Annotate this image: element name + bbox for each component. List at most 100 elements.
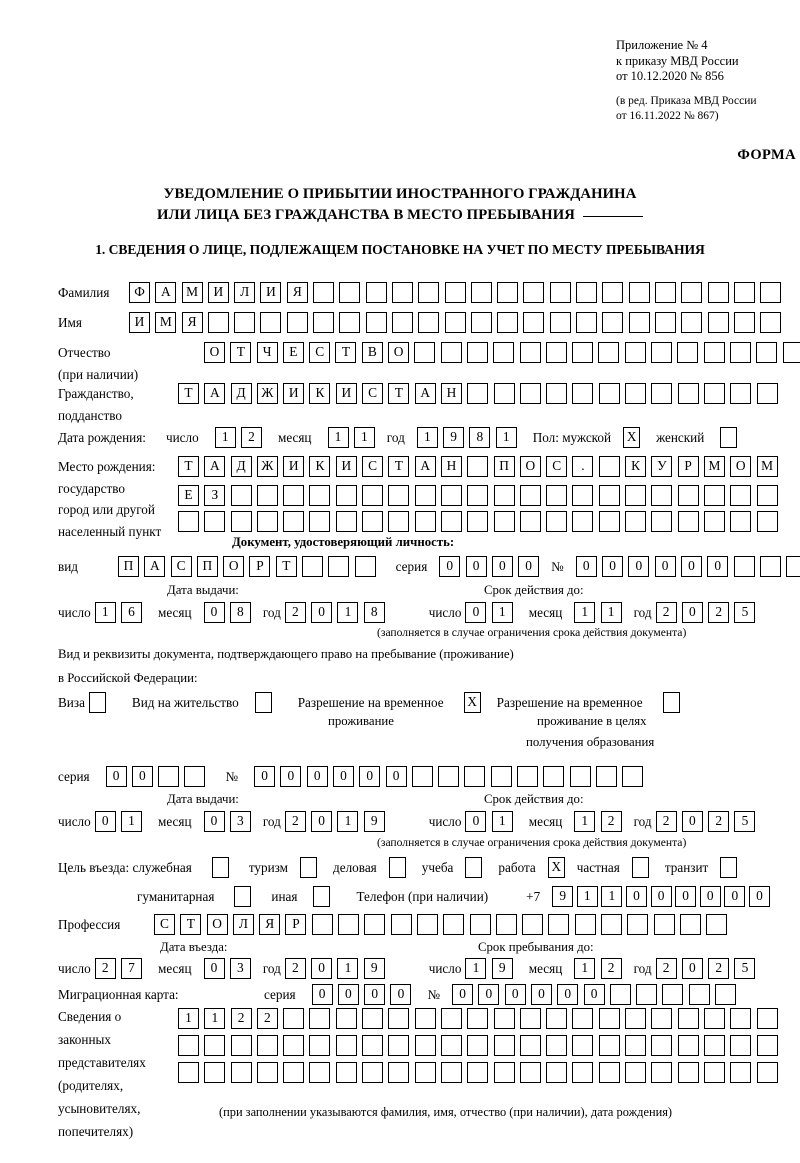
char-cell[interactable]: 1 xyxy=(327,427,349,448)
char-cell[interactable]: 0 xyxy=(203,811,225,832)
char-cell[interactable]: Л xyxy=(234,282,256,303)
char-cell[interactable] xyxy=(546,1035,568,1056)
char-cell[interactable] xyxy=(625,1035,647,1056)
char-cell[interactable] xyxy=(283,485,305,506)
char-cell[interactable] xyxy=(572,511,594,532)
char-cell[interactable]: С xyxy=(362,456,384,477)
char-cell[interactable]: 0 xyxy=(575,556,597,577)
char-cell[interactable]: 1 xyxy=(576,886,598,907)
char-cell[interactable]: 0 xyxy=(465,556,487,577)
char-cell[interactable]: И xyxy=(129,312,150,333)
char-cell[interactable] xyxy=(677,1008,699,1029)
char-cell[interactable]: 1 xyxy=(491,811,513,832)
char-cell[interactable] xyxy=(662,984,684,1005)
char-cell[interactable]: 0 xyxy=(681,811,703,832)
char-cell[interactable] xyxy=(230,511,252,532)
char-cell[interactable] xyxy=(391,312,413,333)
char-cell[interactable] xyxy=(230,1062,252,1083)
char-cell[interactable] xyxy=(335,1062,357,1083)
char-cell[interactable]: П xyxy=(118,556,139,577)
char-cell[interactable] xyxy=(493,1008,515,1029)
char-cell[interactable] xyxy=(309,1035,331,1056)
char-cell[interactable] xyxy=(414,1062,436,1083)
char-cell[interactable]: С xyxy=(546,456,568,477)
char-cell[interactable]: 0 xyxy=(439,556,461,577)
char-cell[interactable] xyxy=(335,1008,357,1029)
temp-residence-checkbox[interactable]: X xyxy=(463,692,481,713)
char-cell[interactable] xyxy=(519,511,541,532)
char-cell[interactable] xyxy=(519,1008,541,1029)
char-cell[interactable]: 0 xyxy=(254,766,276,787)
char-cell[interactable]: 0 xyxy=(504,984,526,1005)
char-cell[interactable] xyxy=(760,312,782,333)
char-cell[interactable] xyxy=(444,312,466,333)
char-cell[interactable]: А xyxy=(414,383,436,404)
char-cell[interactable] xyxy=(416,914,438,935)
char-cell[interactable] xyxy=(390,914,412,935)
char-cell[interactable] xyxy=(440,1008,462,1029)
char-cell[interactable]: О xyxy=(204,342,225,363)
char-cell[interactable]: 1 xyxy=(337,958,359,979)
char-cell[interactable] xyxy=(493,1035,515,1056)
char-cell[interactable]: 1 xyxy=(94,602,116,623)
purpose-other-checkbox[interactable] xyxy=(313,886,331,907)
char-cell[interactable]: 6 xyxy=(121,602,143,623)
char-cell[interactable] xyxy=(651,1062,673,1083)
char-cell[interactable]: 0 xyxy=(131,766,153,787)
char-cell[interactable] xyxy=(786,556,800,577)
char-cell[interactable]: 0 xyxy=(557,984,579,1005)
char-cell[interactable] xyxy=(622,766,644,787)
sex-male-checkbox[interactable]: X xyxy=(623,427,641,448)
char-cell[interactable] xyxy=(703,511,725,532)
char-cell[interactable] xyxy=(627,914,649,935)
char-cell[interactable] xyxy=(256,1035,278,1056)
char-cell[interactable] xyxy=(760,282,782,303)
char-cell[interactable]: З xyxy=(204,485,226,506)
char-cell[interactable] xyxy=(184,766,206,787)
char-cell[interactable] xyxy=(493,342,515,363)
char-cell[interactable] xyxy=(625,1062,647,1083)
purpose-study-checkbox[interactable] xyxy=(465,857,483,878)
char-cell[interactable]: Я xyxy=(181,312,203,333)
char-cell[interactable] xyxy=(576,282,598,303)
char-cell[interactable]: 0 xyxy=(311,811,333,832)
char-cell[interactable] xyxy=(418,282,440,303)
char-cell[interactable] xyxy=(467,1008,489,1029)
char-cell[interactable] xyxy=(653,914,675,935)
char-cell[interactable]: Р xyxy=(249,556,271,577)
char-cell[interactable]: Ж xyxy=(256,456,278,477)
char-cell[interactable] xyxy=(733,312,755,333)
char-cell[interactable] xyxy=(440,342,462,363)
char-cell[interactable]: Р xyxy=(285,914,307,935)
char-cell[interactable]: 2 xyxy=(284,958,306,979)
char-cell[interactable]: . xyxy=(572,456,594,477)
purpose-business-checkbox[interactable] xyxy=(388,857,406,878)
char-cell[interactable] xyxy=(572,383,594,404)
char-cell[interactable] xyxy=(756,485,778,506)
char-cell[interactable]: 0 xyxy=(203,958,225,979)
char-cell[interactable] xyxy=(756,511,778,532)
char-cell[interactable] xyxy=(546,485,568,506)
char-cell[interactable] xyxy=(440,1035,462,1056)
char-cell[interactable]: 0 xyxy=(680,556,702,577)
char-cell[interactable] xyxy=(256,1062,278,1083)
char-cell[interactable] xyxy=(362,1008,384,1029)
char-cell[interactable]: А xyxy=(144,556,166,577)
char-cell[interactable] xyxy=(466,342,488,363)
char-cell[interactable] xyxy=(756,383,778,404)
char-cell[interactable]: 0 xyxy=(628,556,650,577)
char-cell[interactable]: 1 xyxy=(416,427,438,448)
char-cell[interactable] xyxy=(598,342,620,363)
